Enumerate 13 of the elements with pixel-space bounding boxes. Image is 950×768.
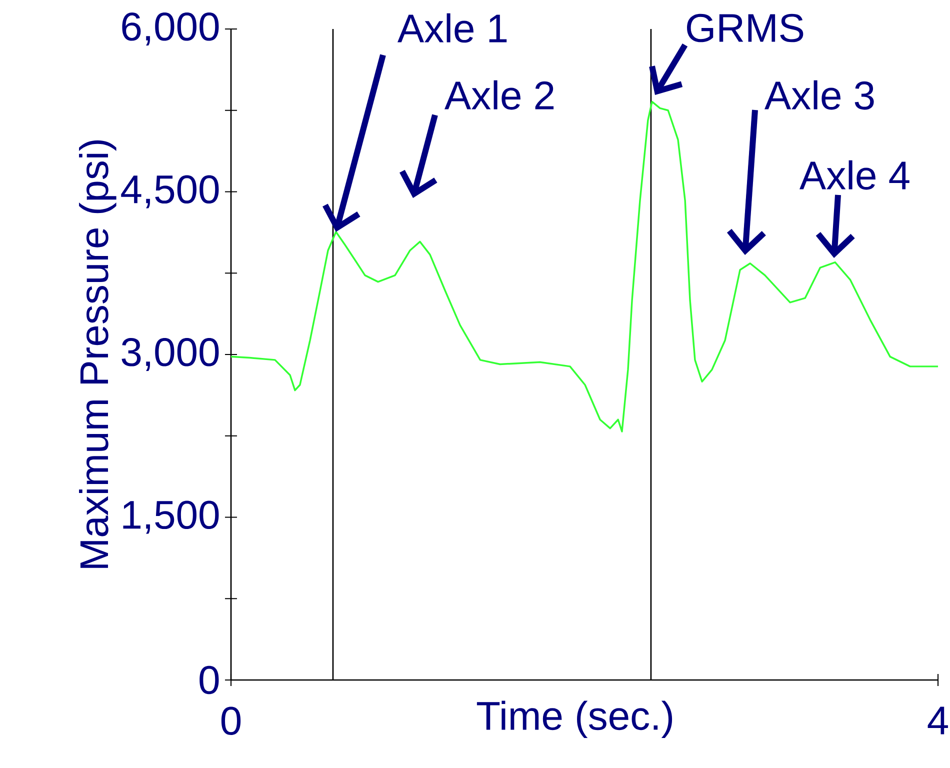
y-tick-label: 3,000 [122,338,219,372]
annotation: Axle 4 [800,160,910,190]
x-tick-label: 4 [928,706,948,734]
annotation: Axle 2 [444,80,554,110]
y-tick-label: 1,500 [123,500,219,534]
y-tick-label: 6,000 [122,12,219,46]
y-tick-label: 0 [200,666,219,694]
annotation: GRMS [687,14,804,42]
y-tick-label: 4,500 [121,175,219,208]
x-axis-title: Time (sec.) [476,700,672,738]
y-axis-title: Maximum Pressure (psi) [79,140,116,568]
annotation: Axle 1 [398,13,507,43]
annotation: Axle 3 [764,80,874,110]
